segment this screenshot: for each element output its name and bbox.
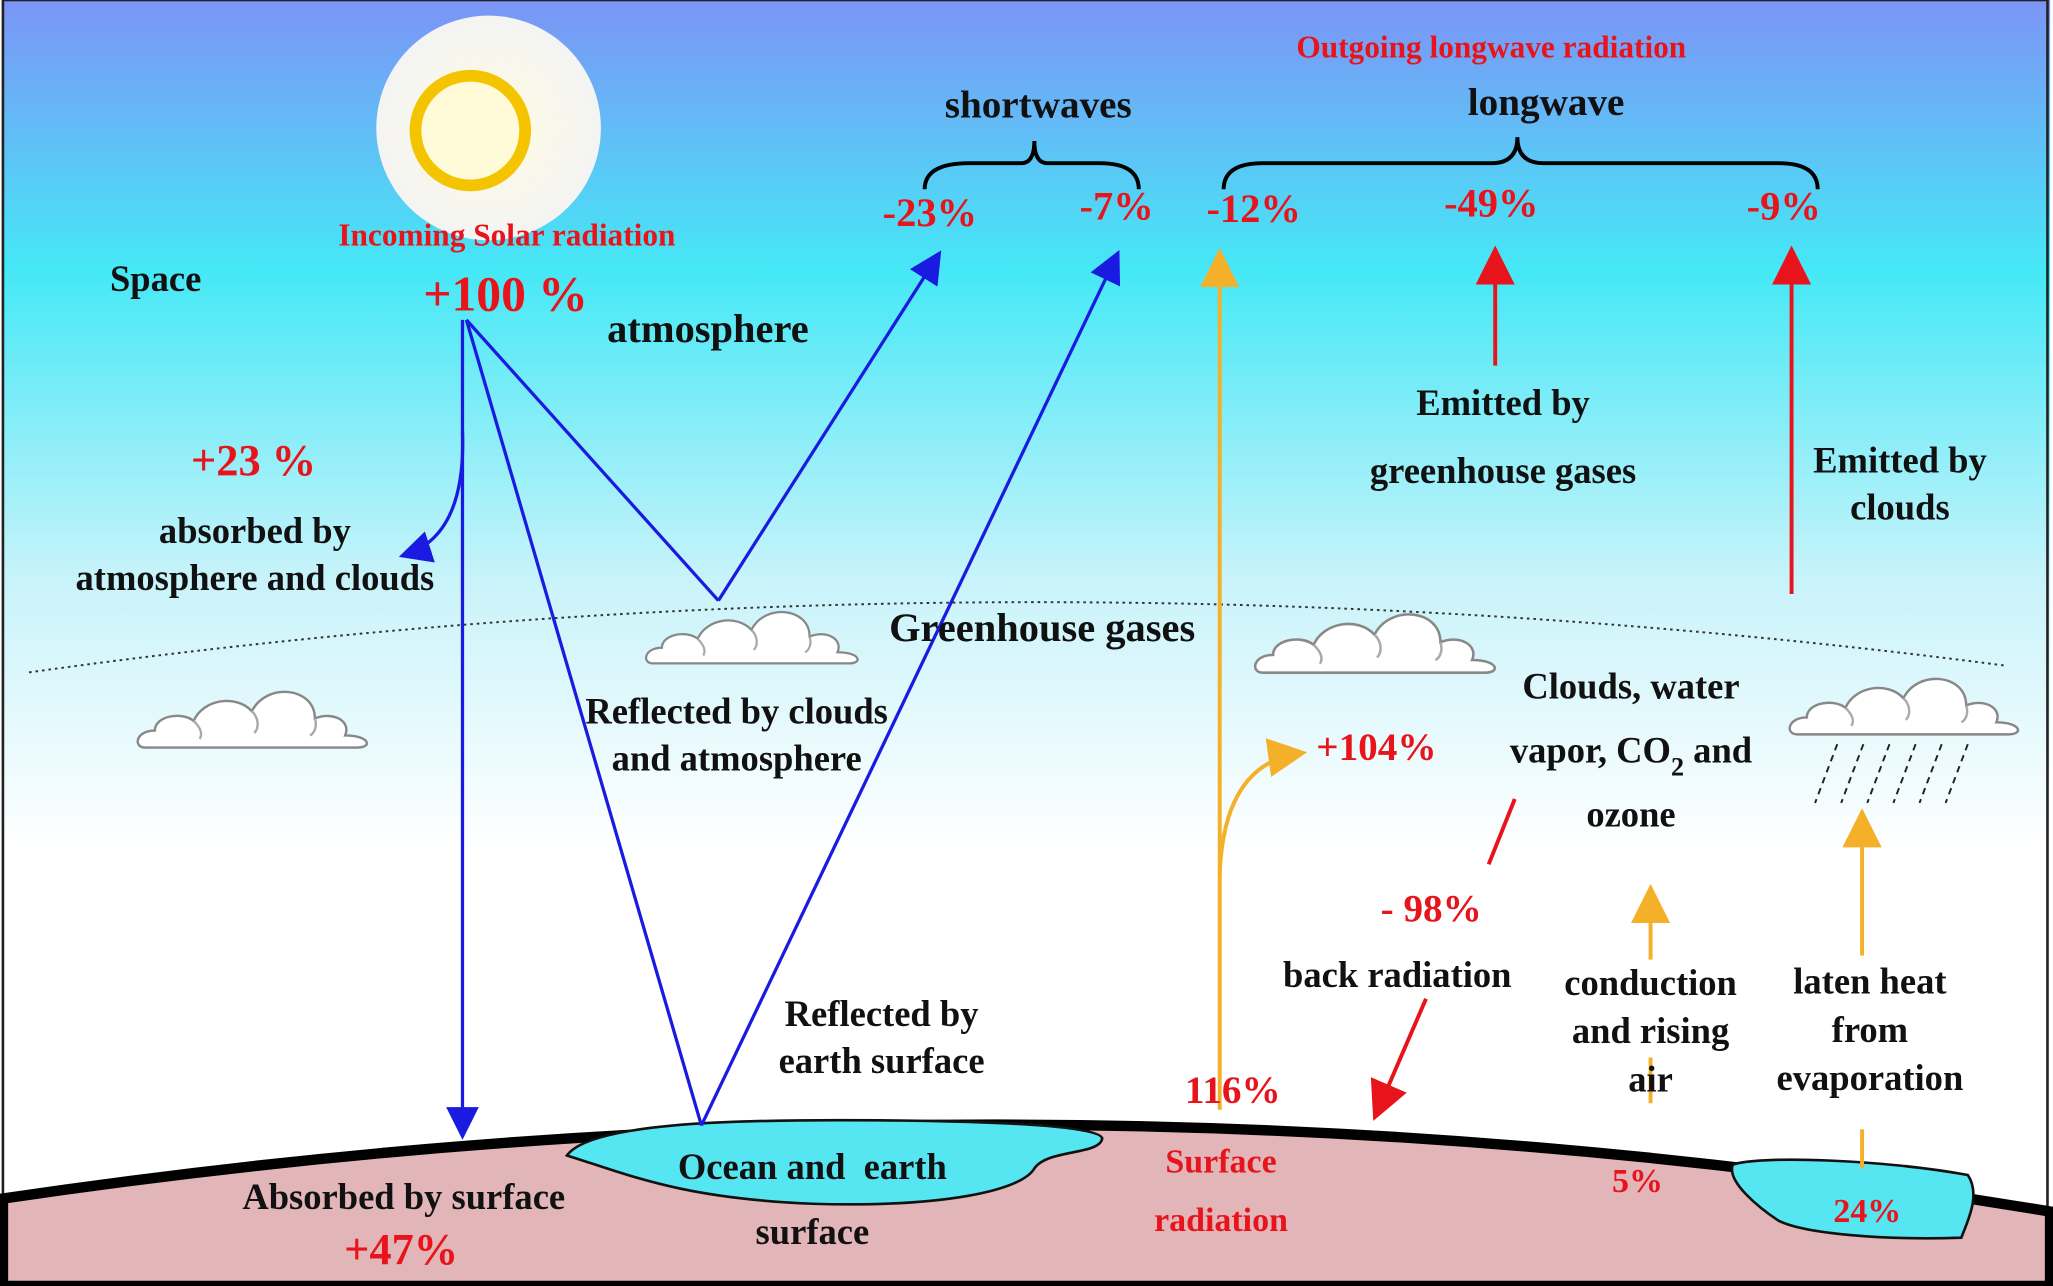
label: ozone — [1586, 793, 1675, 834]
ocean — [564, 1118, 1104, 1206]
label: atmosphere and clouds — [76, 557, 435, 598]
shortwave-arrows — [398, 250, 1121, 1140]
label: shortwaves — [945, 84, 1132, 127]
value: -12% — [1206, 186, 1300, 231]
label: and rising — [1572, 1010, 1729, 1051]
sun-core — [409, 69, 532, 192]
label: greenhouse gases — [1370, 450, 1636, 491]
label: from — [1832, 1009, 1908, 1050]
label: and atmosphere — [612, 737, 862, 778]
label: Ocean and earth — [678, 1146, 947, 1187]
value: 5% — [1612, 1163, 1663, 1200]
label: radiation — [1154, 1202, 1288, 1239]
label: vapor, CO2 and — [1510, 729, 1752, 781]
label: Space — [110, 258, 201, 299]
heat-arrows — [1200, 245, 1882, 1169]
label: Reflected by — [785, 993, 979, 1034]
atmosphere-boundary — [28, 601, 2008, 674]
label: Emitted by — [1416, 382, 1590, 423]
label: Incoming Solar radiation — [338, 217, 675, 252]
label: conduction — [1564, 962, 1737, 1003]
label: earth surface — [779, 1040, 985, 1081]
label: clouds — [1850, 487, 1950, 528]
label: Surface — [1165, 1143, 1276, 1180]
label: absorbed by — [159, 510, 351, 551]
value: 24% — [1833, 1193, 1901, 1230]
label: Absorbed by surface — [242, 1176, 565, 1217]
value: -23% — [883, 190, 977, 235]
value: - 98% — [1381, 888, 1482, 931]
label: atmosphere — [607, 306, 809, 351]
lake — [1730, 1158, 1975, 1240]
label: Greenhouse gases — [889, 605, 1195, 650]
label: Emitted by — [1813, 440, 1987, 481]
brace — [922, 140, 1141, 190]
value: -7% — [1079, 183, 1153, 228]
label: longwave — [1468, 81, 1625, 124]
value: 116% — [1185, 1069, 1281, 1112]
label: laten heat — [1793, 961, 1947, 1002]
value: -9% — [1747, 183, 1821, 228]
value: -49% — [1444, 181, 1538, 226]
label: Clouds, water — [1522, 665, 1739, 706]
value: +100 % — [423, 267, 588, 322]
label: back radiation — [1283, 954, 1511, 995]
label: evaporation — [1777, 1057, 1964, 1098]
label: Outgoing longwave radiation — [1296, 29, 1686, 64]
label: surface — [756, 1211, 870, 1252]
label: air — [1628, 1058, 1673, 1099]
value: +47% — [344, 1224, 458, 1274]
value: +104% — [1316, 726, 1436, 769]
label: Reflected by clouds — [585, 690, 888, 731]
value: +23 % — [191, 435, 316, 485]
